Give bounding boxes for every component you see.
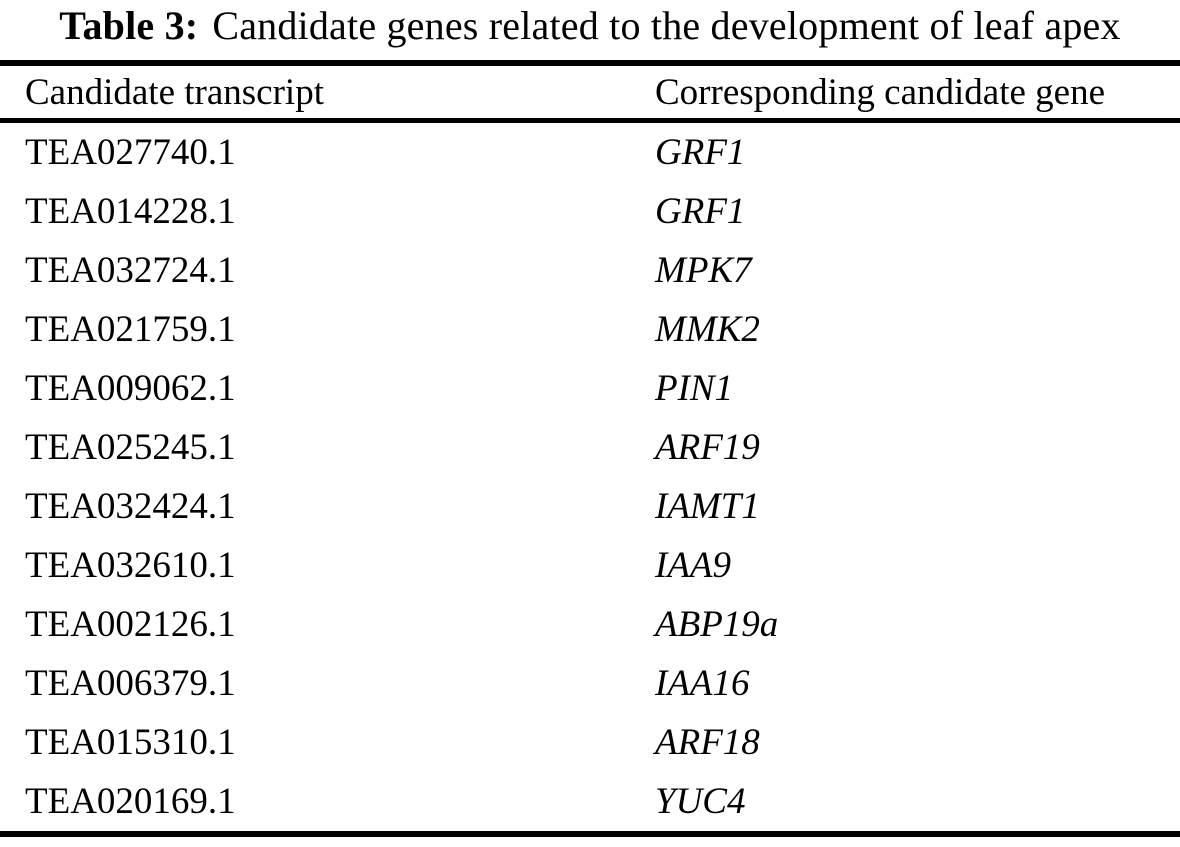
gene-cell: IAA9	[655, 545, 732, 586]
gene-cell: ABP19a	[655, 604, 779, 645]
table-row: TEA032424.1 IAMT1	[0, 477, 1180, 536]
gene-cell: GRF1	[655, 191, 746, 232]
column-header-transcript: Candidate transcript	[0, 63, 655, 123]
transcript-cell: TEA009062.1	[25, 368, 236, 409]
table-row: TEA014228.1 GRF1	[0, 182, 1180, 241]
table-row: TEA006379.1 IAA16	[0, 654, 1180, 713]
gene-cell: MPK7	[655, 250, 752, 291]
gene-cell: IAA16	[655, 663, 750, 704]
transcript-cell: TEA021759.1	[25, 309, 236, 350]
transcript-cell: TEA020169.1	[25, 781, 236, 822]
table-row: TEA027740.1 GRF1	[0, 121, 1180, 183]
transcript-cell: TEA032610.1	[25, 545, 236, 586]
transcript-cell: TEA025245.1	[25, 427, 236, 468]
table-row: TEA032724.1 MPK7	[0, 241, 1180, 300]
gene-cell: IAMT1	[655, 486, 760, 527]
table-caption-text: Candidate genes related to the developme…	[212, 3, 1121, 48]
header-row: Candidate transcript Corresponding candi…	[0, 63, 1180, 123]
table-row: TEA015310.1 ARF18	[0, 713, 1180, 772]
table-row: TEA002126.1 ABP19a	[0, 595, 1180, 654]
table-header: Candidate transcript Corresponding candi…	[0, 63, 1180, 123]
transcript-cell: TEA006379.1	[25, 663, 236, 704]
transcript-cell: TEA014228.1	[25, 191, 236, 232]
gene-cell: PIN1	[655, 368, 734, 409]
transcript-cell: TEA002126.1	[25, 604, 236, 645]
table-row: TEA032610.1 IAA9	[0, 536, 1180, 595]
gene-cell: MMK2	[655, 309, 760, 350]
gene-cell: GRF1	[655, 132, 746, 173]
table-caption: Table 3: Candidate genes related to the d…	[0, 0, 1180, 52]
transcript-cell: TEA015310.1	[25, 722, 236, 763]
transcript-cell: TEA032724.1	[25, 250, 236, 291]
table-body: TEA027740.1 GRF1 TEA014228.1 GRF1 TEA032…	[0, 121, 1180, 835]
table-row: TEA009062.1 PIN1	[0, 359, 1180, 418]
gene-cell: ARF19	[655, 427, 760, 468]
table-row: TEA021759.1 MMK2	[0, 300, 1180, 359]
gene-cell: YUC4	[655, 781, 746, 822]
table-row: TEA025245.1 ARF19	[0, 418, 1180, 477]
table-row: TEA020169.1 YUC4	[0, 772, 1180, 834]
table-caption-label: Table 3:	[59, 3, 199, 48]
transcript-cell: TEA027740.1	[25, 132, 236, 173]
transcript-cell: TEA032424.1	[25, 486, 236, 527]
candidate-genes-table: Candidate transcript Corresponding candi…	[0, 60, 1180, 837]
column-header-gene: Corresponding candidate gene	[655, 63, 1180, 123]
gene-cell: ARF18	[655, 722, 760, 763]
